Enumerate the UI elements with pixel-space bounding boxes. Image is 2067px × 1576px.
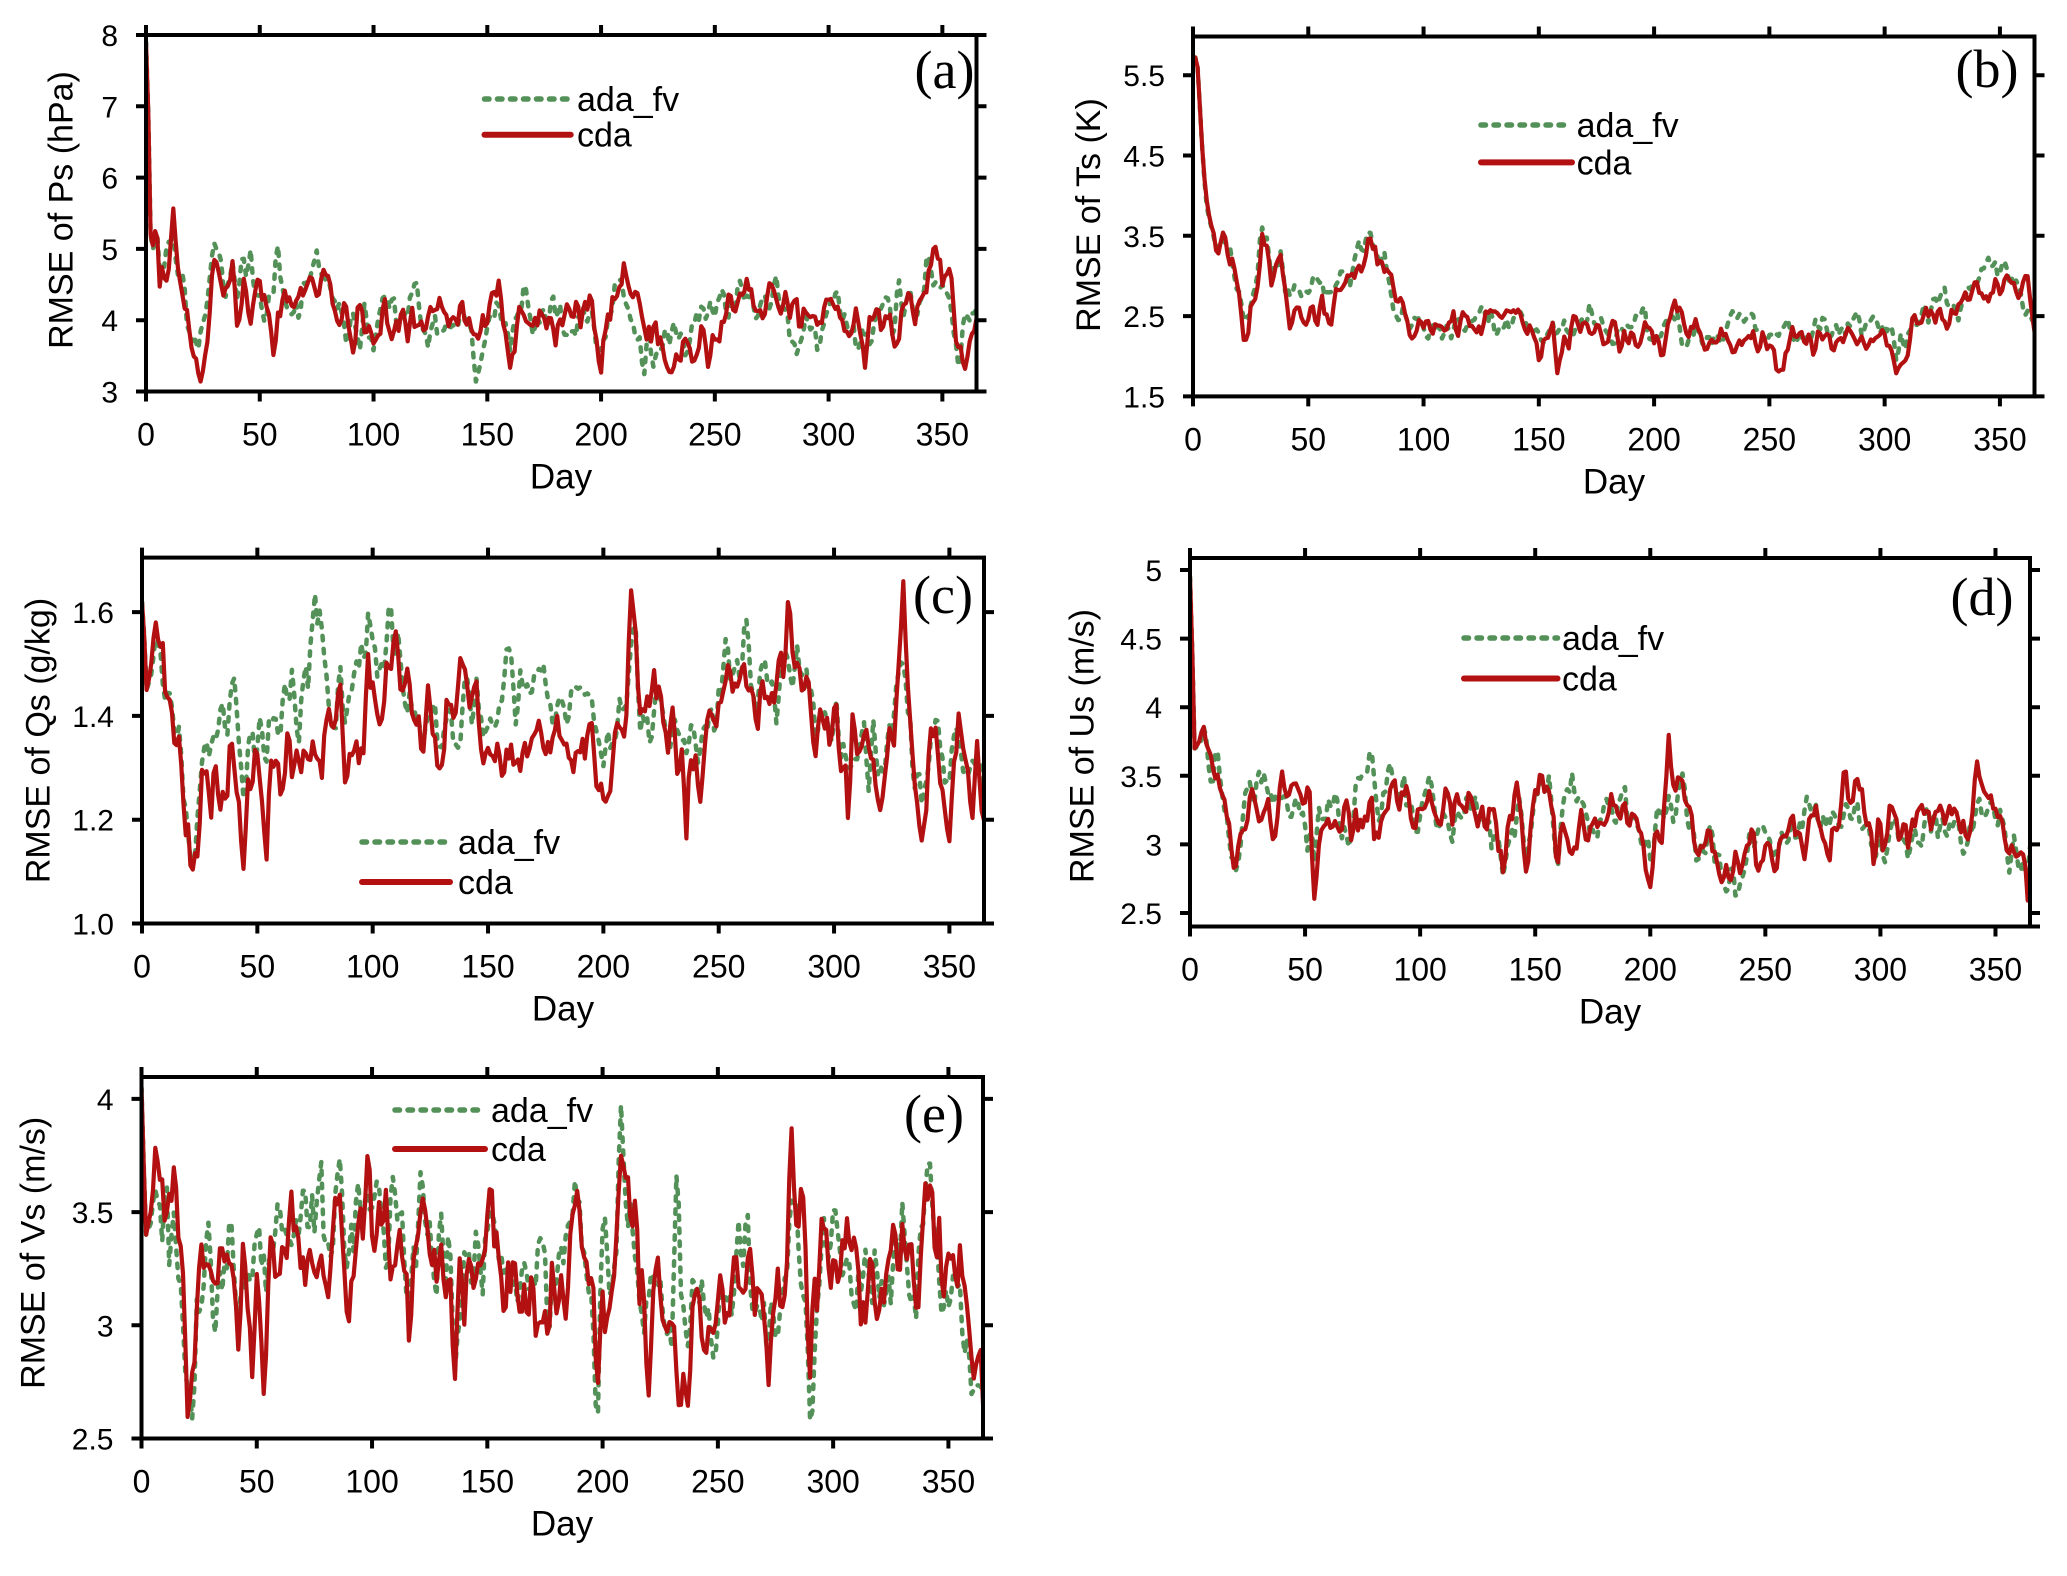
svg-text:1.2: 1.2 [72,805,114,838]
svg-text:300: 300 [806,1464,859,1500]
svg-text:cda: cda [491,1131,546,1169]
svg-text:5: 5 [1145,555,1162,588]
svg-text:1.4: 1.4 [72,701,114,734]
svg-text:ada_fv: ada_fv [577,81,679,119]
svg-text:4: 4 [1145,692,1162,725]
svg-text:250: 250 [692,949,745,985]
svg-text:250: 250 [691,1464,744,1500]
svg-text:1.6: 1.6 [72,597,114,630]
svg-text:300: 300 [1854,952,1907,988]
svg-text:50: 50 [240,949,276,985]
svg-text:ada_fv: ada_fv [458,824,560,862]
svg-text:50: 50 [1290,421,1326,457]
svg-text:300: 300 [807,949,860,985]
svg-text:3: 3 [101,377,118,410]
svg-text:200: 200 [1627,421,1680,457]
svg-text:Day: Day [530,458,593,497]
svg-text:(d): (d) [1951,567,2014,627]
svg-text:100: 100 [345,1464,398,1500]
svg-text:(b): (b) [1956,39,2019,99]
svg-text:Day: Day [531,1505,594,1544]
svg-text:300: 300 [1858,421,1911,457]
svg-text:200: 200 [574,417,627,453]
svg-text:cda: cda [577,117,632,155]
svg-text:cda: cda [458,864,513,902]
svg-text:5.5: 5.5 [1123,60,1165,93]
svg-text:4: 4 [101,305,118,338]
svg-text:350: 350 [1969,952,2022,988]
svg-text:RMSE of Qs (g/kg): RMSE of Qs (g/kg) [20,598,58,883]
svg-text:cda: cda [1577,144,1632,182]
svg-text:0: 0 [137,417,155,453]
svg-text:4.5: 4.5 [1123,141,1165,174]
svg-text:50: 50 [242,417,278,453]
svg-text:200: 200 [576,1464,629,1500]
svg-text:ada_fv: ada_fv [1577,107,1679,145]
svg-text:(e): (e) [904,1084,964,1144]
svg-text:1.5: 1.5 [1123,381,1165,414]
svg-text:3.5: 3.5 [1120,761,1162,794]
svg-text:250: 250 [1739,952,1792,988]
svg-text:300: 300 [802,417,855,453]
svg-text:2.5: 2.5 [72,1424,114,1457]
svg-text:150: 150 [461,1464,514,1500]
svg-text:RMSE of Ts (K): RMSE of Ts (K) [1070,98,1108,332]
svg-text:ada_fv: ada_fv [1562,620,1664,658]
svg-text:cda: cda [1562,661,1617,699]
svg-text:1.0: 1.0 [72,909,114,942]
svg-text:100: 100 [1397,421,1450,457]
svg-text:250: 250 [1743,421,1796,457]
svg-text:3: 3 [97,1310,114,1343]
svg-text:100: 100 [346,949,399,985]
svg-text:Day: Day [1583,462,1646,501]
svg-text:350: 350 [923,949,976,985]
svg-text:150: 150 [461,949,514,985]
svg-text:(c): (c) [913,565,973,625]
svg-text:2.5: 2.5 [1123,301,1165,334]
svg-text:4.5: 4.5 [1120,624,1162,657]
svg-text:50: 50 [239,1464,275,1500]
svg-text:0: 0 [133,1464,151,1500]
svg-text:4: 4 [97,1084,114,1117]
svg-text:Day: Day [532,990,595,1029]
svg-text:3.5: 3.5 [72,1197,114,1230]
svg-text:6: 6 [101,163,118,196]
svg-text:0: 0 [133,949,151,985]
svg-text:100: 100 [347,417,400,453]
svg-text:350: 350 [916,417,969,453]
svg-text:3.5: 3.5 [1123,221,1165,254]
svg-text:0: 0 [1181,952,1199,988]
svg-text:RMSE of Ps (hPa): RMSE of Ps (hPa) [43,71,81,349]
svg-text:250: 250 [688,417,741,453]
svg-text:150: 150 [461,417,514,453]
svg-text:350: 350 [922,1464,975,1500]
svg-text:8: 8 [101,20,118,53]
svg-text:7: 7 [101,91,118,124]
svg-text:(a): (a) [915,40,975,100]
svg-text:RMSE of Vs (m/s): RMSE of Vs (m/s) [15,1117,53,1389]
svg-text:100: 100 [1393,952,1446,988]
svg-text:Day: Day [1579,993,1642,1032]
svg-text:200: 200 [1624,952,1677,988]
svg-text:150: 150 [1512,421,1565,457]
svg-text:0: 0 [1184,421,1202,457]
svg-text:2.5: 2.5 [1120,898,1162,931]
svg-text:5: 5 [101,234,118,267]
svg-text:150: 150 [1509,952,1562,988]
svg-text:350: 350 [1973,421,2026,457]
svg-text:ada_fv: ada_fv [491,1092,593,1130]
svg-text:50: 50 [1287,952,1323,988]
svg-text:RMSE of Us (m/s): RMSE of Us (m/s) [1064,609,1102,883]
svg-text:200: 200 [577,949,630,985]
svg-text:3: 3 [1145,829,1162,862]
